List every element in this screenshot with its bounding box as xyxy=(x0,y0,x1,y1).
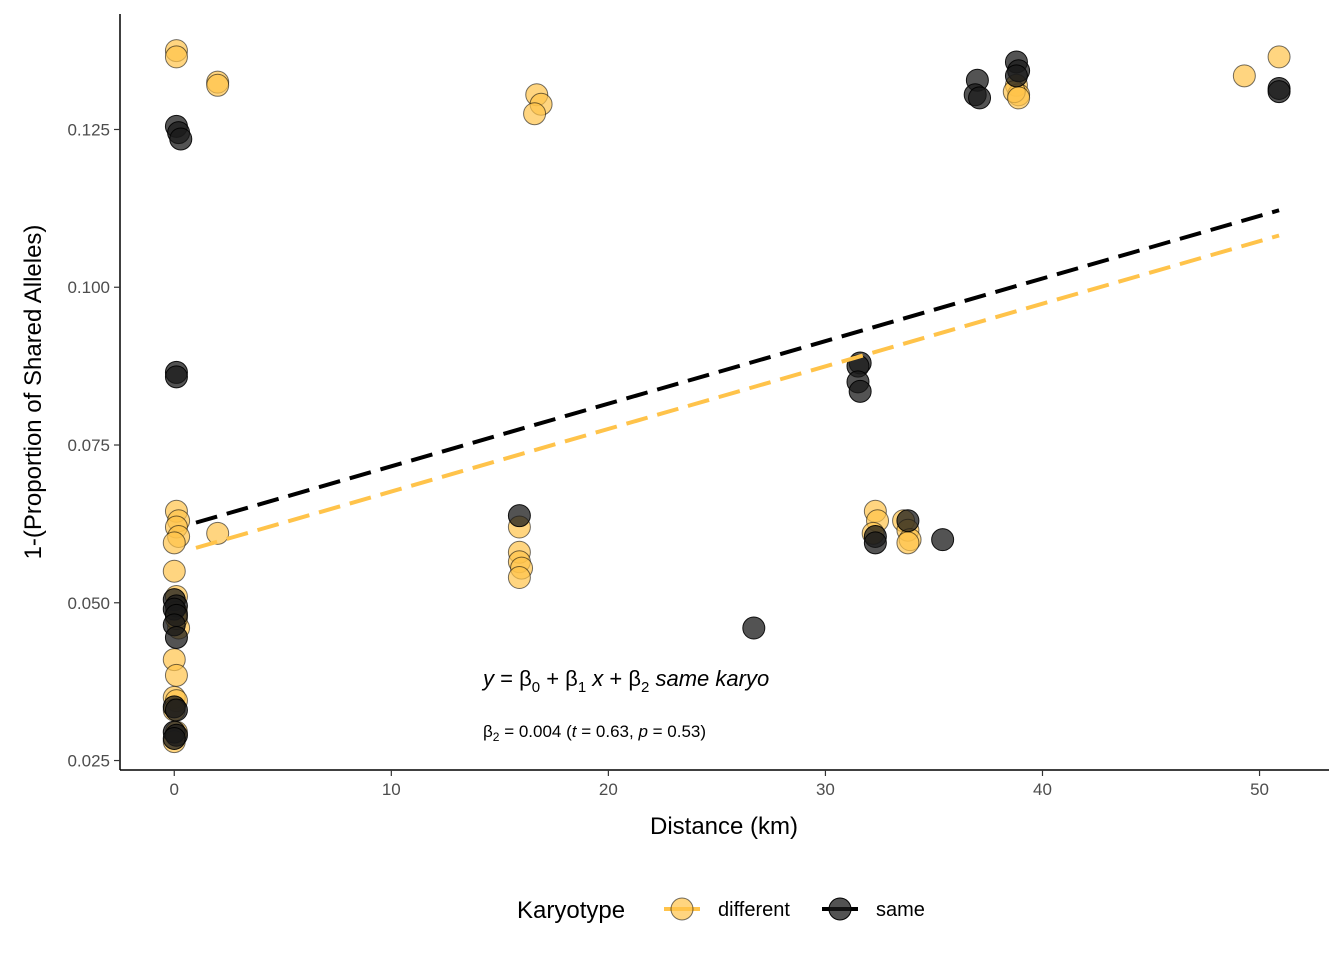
point-same xyxy=(1004,64,1028,88)
point-same xyxy=(968,86,992,110)
legend-item-same: same xyxy=(822,897,925,921)
legend-item-different: different xyxy=(664,897,790,921)
trend-line-different xyxy=(195,233,1280,550)
x-tick-label: 0 xyxy=(170,780,179,799)
y-axis-title: 1-(Proportion of Shared Alleles) xyxy=(20,225,47,560)
point-same xyxy=(162,726,186,750)
point-different xyxy=(523,102,547,126)
x-tick-label: 20 xyxy=(599,780,618,799)
x-tick-label: 40 xyxy=(1033,780,1052,799)
legend-marker-same xyxy=(828,897,852,921)
plot-area xyxy=(162,39,1291,754)
x-axis-title: Distance (km) xyxy=(650,813,798,840)
legend-title: Karyotype xyxy=(517,897,625,924)
legend: Karyotype different same xyxy=(517,897,925,924)
trend-line-same xyxy=(195,208,1280,525)
ticks: 0 10 20 30 40 50 0.025 0.050 0.075 0.100 0.125 xyxy=(67,120,1269,799)
point-same xyxy=(169,127,193,151)
point-same xyxy=(863,531,887,555)
point-different xyxy=(507,566,531,590)
point-different xyxy=(164,45,188,69)
legend-label-same: same xyxy=(876,899,925,921)
y-tick-label: 0.050 xyxy=(67,594,110,613)
y-tick-label: 0.025 xyxy=(67,752,110,771)
legend-label-different: different xyxy=(718,899,790,921)
y-tick-label: 0.125 xyxy=(67,120,110,139)
series-same xyxy=(162,50,1291,750)
point-different xyxy=(162,559,186,583)
point-different xyxy=(1007,86,1031,110)
y-tick-label: 0.075 xyxy=(67,436,110,455)
point-same xyxy=(1267,80,1291,104)
equation-annotation: y = β0 + β1 x + β2 same karyo β2 = 0.004… xyxy=(481,666,769,744)
legend-marker-different xyxy=(670,897,694,921)
y-tick-label: 0.100 xyxy=(67,278,110,297)
point-same xyxy=(742,616,766,640)
point-different xyxy=(206,521,230,545)
point-different xyxy=(164,663,188,687)
point-different xyxy=(1232,64,1256,88)
x-tick-label: 50 xyxy=(1250,780,1269,799)
point-different xyxy=(206,73,230,97)
point-different xyxy=(162,531,186,555)
point-same xyxy=(931,528,955,552)
axes xyxy=(119,14,1329,771)
point-same xyxy=(896,509,920,533)
point-different xyxy=(1267,45,1291,69)
x-tick-label: 10 xyxy=(382,780,401,799)
equation-text: y = β0 + β1 x + β2 same karyo xyxy=(481,666,769,696)
point-same xyxy=(848,379,872,403)
point-different xyxy=(896,531,920,555)
point-same xyxy=(164,365,188,389)
point-same xyxy=(164,625,188,649)
beta2-stat-text: β2 = 0.004 (t = 0.63, p = 0.53) xyxy=(483,722,706,744)
point-same xyxy=(507,504,531,528)
point-same xyxy=(164,698,188,722)
x-tick-label: 30 xyxy=(816,780,835,799)
